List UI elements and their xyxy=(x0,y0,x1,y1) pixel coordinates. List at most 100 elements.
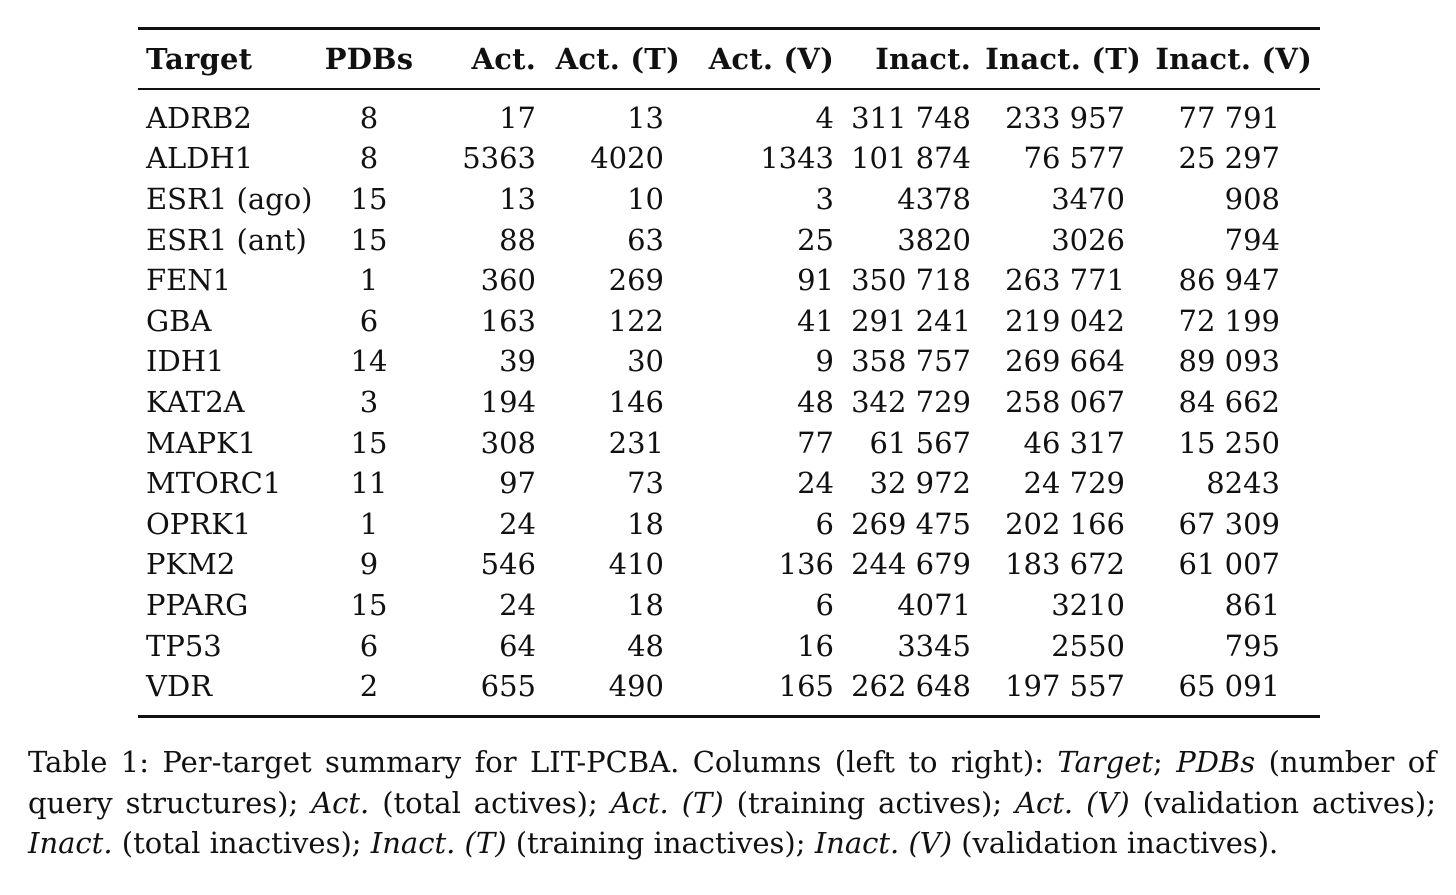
cell-act-t: 18 xyxy=(627,587,664,622)
table-row: IDH1 14 39 30 9 358 757 269 664 89 093 xyxy=(138,342,1320,383)
cell-pdbs: 9 xyxy=(359,547,379,582)
cell-pdbs: 8 xyxy=(359,141,379,176)
cell-act-v: 91 xyxy=(797,263,834,298)
cell-act-v: 24 xyxy=(797,466,834,501)
cell-pdbs: 2 xyxy=(359,669,379,704)
cell-act: 163 xyxy=(480,303,536,338)
cell-act-v: 6 xyxy=(815,506,834,541)
cell-pdbs: 3 xyxy=(359,384,379,419)
table-row: MTORC1 11 97 73 24 32 972 24 729 8243 xyxy=(138,463,1320,504)
cell-inact-v: 8243 xyxy=(1206,466,1280,501)
cell-inact-t: 258 067 xyxy=(1005,384,1125,419)
cell-inact-v: 72 199 xyxy=(1178,303,1280,338)
cell-inact: 101 874 xyxy=(851,141,971,176)
cell-pdbs: 15 xyxy=(350,587,388,622)
table-row: GBA 6 163 122 41 291 241 219 042 72 199 xyxy=(138,301,1320,342)
cell-inact-v: 89 093 xyxy=(1178,344,1280,379)
cell-inact-v: 794 xyxy=(1224,222,1280,257)
cell-inact-t: 46 317 xyxy=(1023,425,1125,460)
cell-target: OPRK1 xyxy=(146,506,252,541)
caption-term-act-v: Act. (V) xyxy=(1015,785,1130,820)
cell-act-t: 13 xyxy=(627,100,664,135)
table-row: FEN1 1 360 269 91 350 718 263 771 86 947 xyxy=(138,260,1320,301)
table-row: VDR 2 655 490 165 262 648 197 557 65 091 xyxy=(138,666,1320,716)
lit-pcba-summary-table: Target PDBs Act. Act. (T) Act. (V) Inact… xyxy=(138,27,1320,718)
cell-pdbs: 15 xyxy=(350,425,388,460)
table-row: MAPK1 15 308 231 77 61 567 46 317 15 250 xyxy=(138,423,1320,464)
cell-inact-v: 61 007 xyxy=(1178,547,1280,582)
cell-act-v: 165 xyxy=(778,669,834,704)
caption-prefix: Table 1: Per-target summary for LIT-PCBA… xyxy=(28,745,1058,779)
table-row: OPRK1 1 24 18 6 269 475 202 166 67 309 xyxy=(138,504,1320,545)
cell-inact-v: 795 xyxy=(1224,628,1280,663)
cell-act-t: 122 xyxy=(608,303,664,338)
cell-inact: 244 679 xyxy=(851,547,971,582)
cell-pdbs: 1 xyxy=(359,263,379,298)
cell-inact-t: 3026 xyxy=(1051,222,1125,257)
header-target: Target xyxy=(146,42,253,76)
cell-pdbs: 15 xyxy=(350,222,388,257)
caption-desc-act-v: (validation actives); xyxy=(1129,785,1436,820)
cell-target: ALDH1 xyxy=(146,141,254,176)
cell-act: 24 xyxy=(499,587,536,622)
caption-desc-inact-t: (training inactives); xyxy=(506,826,815,860)
cell-act-t: 18 xyxy=(627,506,664,541)
cell-inact: 262 648 xyxy=(851,669,971,704)
caption-desc-act-t: (training actives); xyxy=(723,785,1016,820)
caption-term-inact-t: Inact. (T) xyxy=(370,826,507,860)
cell-inact: 32 972 xyxy=(869,466,971,501)
cell-inact-t: 76 577 xyxy=(1023,141,1125,176)
cell-act: 13 xyxy=(499,181,536,216)
cell-act: 546 xyxy=(480,547,536,582)
cell-target: MTORC1 xyxy=(146,466,282,501)
table-row: PPARG 15 24 18 6 4071 3210 861 xyxy=(138,585,1320,626)
cell-pdbs: 6 xyxy=(359,303,379,338)
cell-act-t: 4020 xyxy=(590,141,664,176)
cell-act-t: 146 xyxy=(608,384,664,419)
table-row: ESR1 (ant) 15 88 63 25 3820 3026 794 xyxy=(138,220,1320,261)
cell-act-v: 3 xyxy=(815,181,834,216)
cell-inact-v: 67 309 xyxy=(1178,506,1280,541)
caption-desc-inact-v: (validation inactives). xyxy=(952,826,1279,860)
cell-inact-v: 908 xyxy=(1224,181,1280,216)
cell-inact-v: 65 091 xyxy=(1178,669,1280,704)
table-row: PKM2 9 546 410 136 244 679 183 672 61 007 xyxy=(138,545,1320,586)
caption-desc-act: (total actives); xyxy=(369,785,611,820)
cell-act-v: 41 xyxy=(797,303,834,338)
table-row: KAT2A 3 194 146 48 342 729 258 067 84 662 xyxy=(138,382,1320,423)
header-row: Target PDBs Act. Act. (T) Act. (V) Inact… xyxy=(138,28,1320,89)
caption-term-target: Target xyxy=(1057,745,1154,779)
table-caption: Table 1: Per-target summary for LIT-PCBA… xyxy=(28,742,1436,864)
cell-act-v: 48 xyxy=(797,384,834,419)
cell-act-t: 269 xyxy=(608,263,664,298)
cell-act-v: 136 xyxy=(778,547,834,582)
cell-pdbs: 15 xyxy=(350,181,388,216)
cell-act-t: 48 xyxy=(627,628,664,663)
cell-act-t: 490 xyxy=(608,669,664,704)
cell-inact: 4378 xyxy=(897,181,971,216)
cell-act: 308 xyxy=(480,425,536,460)
cell-target: GBA xyxy=(146,303,212,338)
cell-act: 5363 xyxy=(462,141,536,176)
cell-inact-t: 183 672 xyxy=(1005,547,1125,582)
cell-inact-v: 77 791 xyxy=(1178,100,1280,135)
caption-desc-pdbs: (number of query structures); xyxy=(28,745,1436,820)
cell-inact: 291 241 xyxy=(851,303,971,338)
header-act: Act. xyxy=(471,42,536,76)
cell-act-v: 1343 xyxy=(760,141,834,176)
cell-act-v: 9 xyxy=(815,344,834,379)
cell-act-v: 77 xyxy=(797,425,834,460)
cell-act-t: 30 xyxy=(627,344,664,379)
caption-term-inact: Inact. xyxy=(28,826,113,860)
cell-inact-t: 2550 xyxy=(1051,628,1125,663)
cell-inact-t: 24 729 xyxy=(1023,466,1125,501)
cell-inact-v: 861 xyxy=(1224,587,1280,622)
header-act-v: Act. (V) xyxy=(708,42,834,76)
cell-inact-t: 269 664 xyxy=(1005,344,1125,379)
cell-act-v: 16 xyxy=(797,628,834,663)
cell-pdbs: 1 xyxy=(359,506,379,541)
summary-table-container: Target PDBs Act. Act. (T) Act. (V) Inact… xyxy=(138,27,1320,718)
cell-inact-t: 263 771 xyxy=(1005,263,1125,298)
cell-inact-t: 219 042 xyxy=(1005,303,1125,338)
cell-inact-t: 202 166 xyxy=(1005,506,1125,541)
